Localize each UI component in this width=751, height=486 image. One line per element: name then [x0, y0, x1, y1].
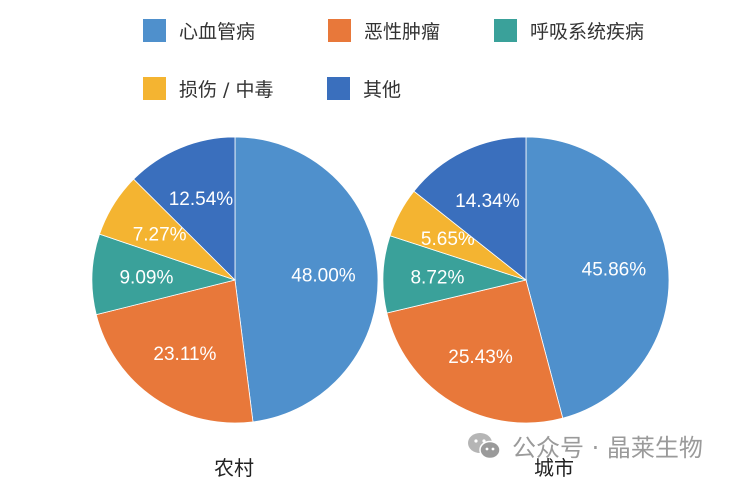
pie-rural: 48.00% 23.11% 9.09% 7.27% 12.54% [91, 136, 379, 424]
pie-slice-label: 25.43% [448, 347, 513, 368]
pie-slice-label: 8.72% [410, 267, 464, 288]
pie-slice-label: 12.54% [169, 189, 234, 210]
pie-title-urban: 城市 [534, 456, 574, 480]
legend-item-other: 其他 [327, 75, 401, 102]
pie-slice [95, 279, 254, 424]
pie-title-rural: 农村 [214, 456, 254, 480]
legend-item-cancer: 恶性肿瘤 [328, 17, 440, 44]
pie-slice [91, 233, 237, 316]
pie-slice-label: 5.65% [421, 229, 475, 250]
pie-slice-label: 14.34% [455, 191, 520, 212]
pie-slice-label: 48.00% [291, 265, 356, 286]
legend-item-respiratory: 呼吸系统疾病 [494, 17, 644, 44]
legend-swatch [328, 19, 351, 42]
pie-slice-label: 7.27% [133, 224, 187, 245]
watermark: 公众号 · 晶莱生物 [466, 428, 703, 463]
legend-swatch [143, 77, 166, 100]
legend-label: 呼吸系统疾病 [530, 21, 645, 43]
legend-label: 其他 [363, 79, 402, 101]
pie-urban: 45.86% 25.43% 8.72% 5.65% 14.34% [382, 136, 670, 424]
pie-slice [525, 136, 670, 419]
pie-slice [133, 136, 236, 281]
legend-swatch [143, 19, 166, 42]
wechat-icon [468, 432, 501, 459]
pie-slice [234, 136, 379, 423]
legend-item-injury: 损伤 / 中毒 [143, 75, 273, 102]
legend-label: 恶性肿瘤 [364, 21, 441, 43]
pie-slice-label: 45.86% [582, 260, 647, 281]
watermark-text: 公众号 · 晶莱生物 [512, 434, 703, 462]
pie-slice [386, 279, 564, 424]
legend-swatch [327, 77, 350, 100]
pie-slice-label: 9.09% [119, 267, 173, 288]
pie-slice [413, 136, 527, 281]
legend-item-cardiovascular: 心血管病 [143, 17, 255, 44]
legend-label: 心血管病 [179, 21, 256, 43]
legend-label: 损伤 / 中毒 [179, 79, 274, 101]
pie-slice-label: 23.11% [153, 344, 216, 365]
legend-swatch [494, 19, 517, 42]
